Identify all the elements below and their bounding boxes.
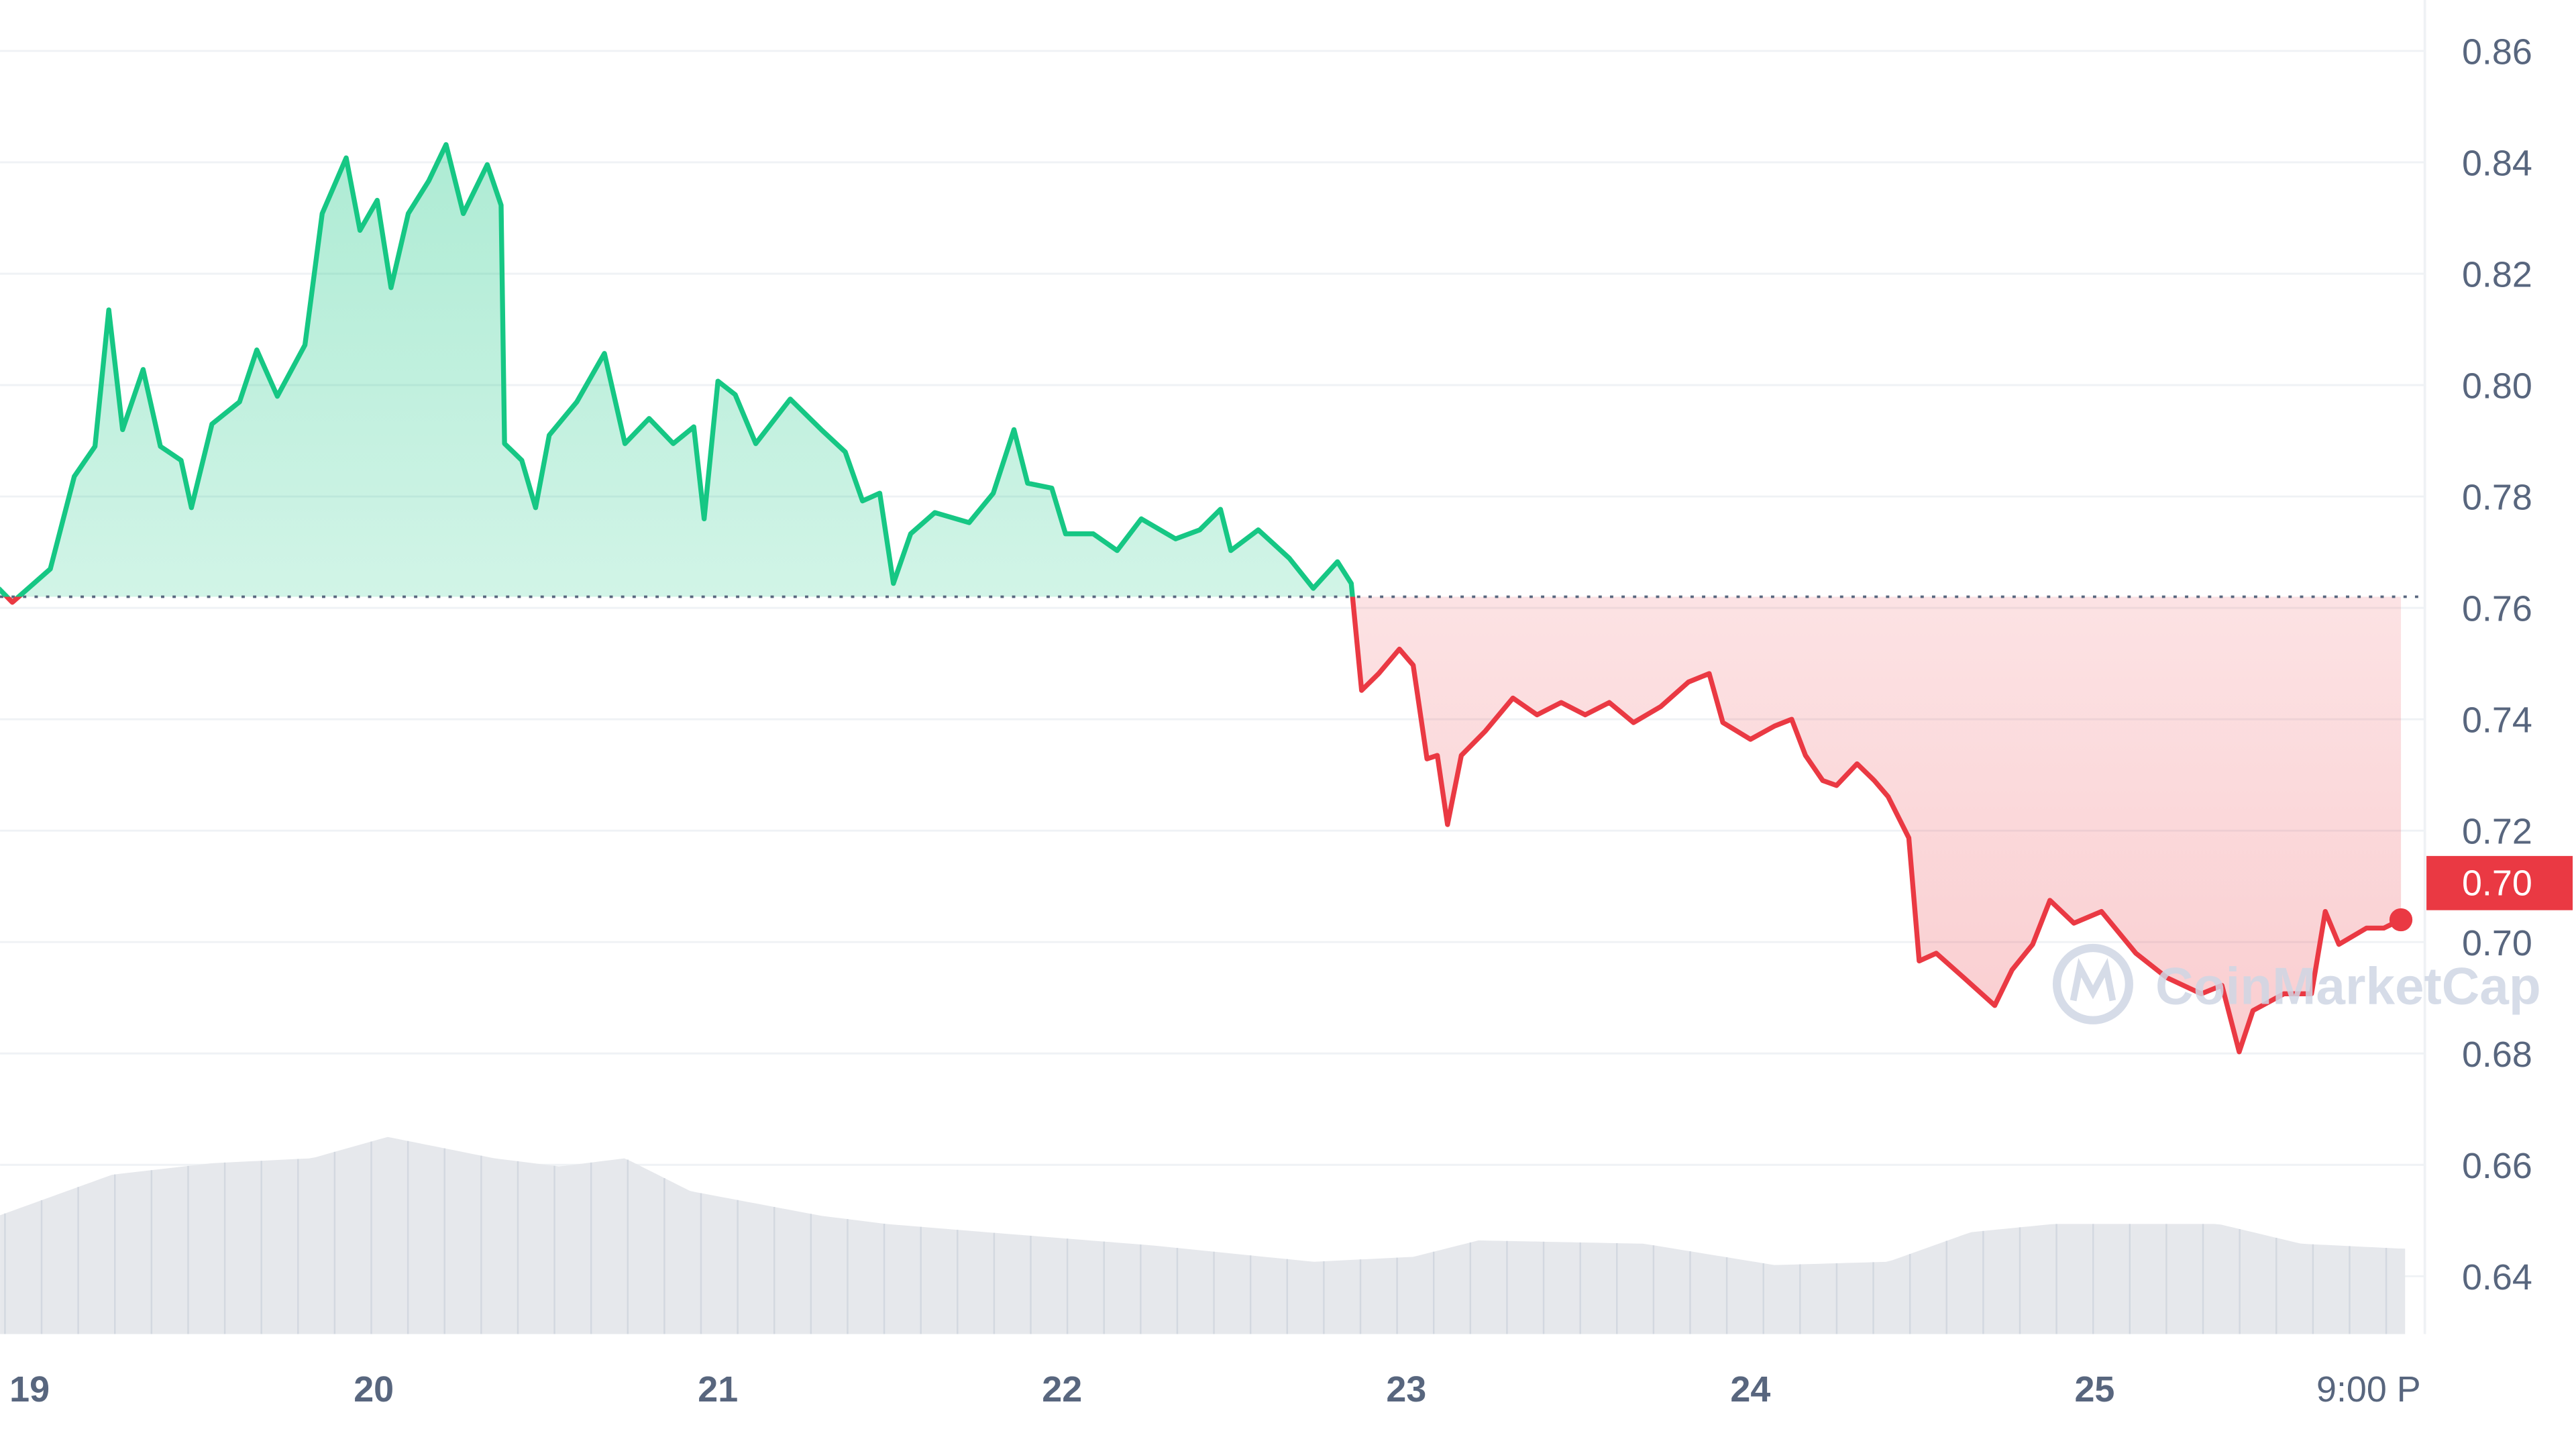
- x-tick-label: 9:00 P: [2316, 1369, 2421, 1410]
- y-tick-label: 0.68: [2462, 1035, 2532, 1075]
- price-area: [0, 144, 2402, 1052]
- price-line: [0, 142, 2402, 1055]
- y-tick-label: 0.72: [2462, 812, 2532, 852]
- x-tick-label: 20: [354, 1369, 394, 1410]
- volume-area: [0, 1136, 2406, 1334]
- y-tick-label: 0.80: [2462, 366, 2532, 407]
- coinmarketcap-logo-mark: [2070, 958, 2116, 1002]
- y-tick-label: 0.84: [2462, 144, 2532, 184]
- y-tick-label: 0.74: [2462, 700, 2532, 741]
- volume-bars: [0, 1136, 2406, 1334]
- x-tick-label: 25: [2074, 1369, 2114, 1410]
- price-line-down: [3, 596, 2402, 1055]
- x-axis: 19 20 21 22 23 24 25 9:00 P: [9, 1369, 2421, 1410]
- y-tick-label: 0.66: [2462, 1146, 2532, 1186]
- coinmarketcap-logo-icon: [2052, 943, 2133, 1024]
- y-tick-label: 0.70: [2462, 923, 2532, 963]
- price-area-down: [7, 596, 2402, 1052]
- current-price-tag: 0.70: [2426, 855, 2573, 910]
- watermark-text: CoinMarketCap: [2155, 956, 2541, 1015]
- y-tick-label: 0.64: [2462, 1257, 2532, 1297]
- current-price-label: 0.70: [2462, 863, 2532, 904]
- watermark-logo: CoinMarketCap: [2052, 943, 2541, 1024]
- y-tick-label: 0.86: [2462, 32, 2532, 72]
- x-tick-label: 19: [9, 1369, 50, 1410]
- y-tick-label: 0.76: [2462, 589, 2532, 629]
- x-tick-label: 23: [1386, 1369, 1426, 1410]
- price-area-up: [0, 144, 2402, 597]
- price-line-up: [0, 142, 1355, 597]
- current-price-dot[interactable]: [2389, 908, 2413, 932]
- y-tick-label: 0.82: [2462, 255, 2532, 295]
- x-tick-label: 24: [1730, 1369, 1770, 1410]
- x-tick-label: 22: [1042, 1369, 1082, 1410]
- y-tick-label: 0.78: [2462, 478, 2532, 518]
- y-axis: 0.86 0.84 0.82 0.80 0.78 0.76 0.74 0.72 0.70 0.68…: [2462, 32, 2532, 1297]
- x-tick-label: 21: [698, 1369, 738, 1410]
